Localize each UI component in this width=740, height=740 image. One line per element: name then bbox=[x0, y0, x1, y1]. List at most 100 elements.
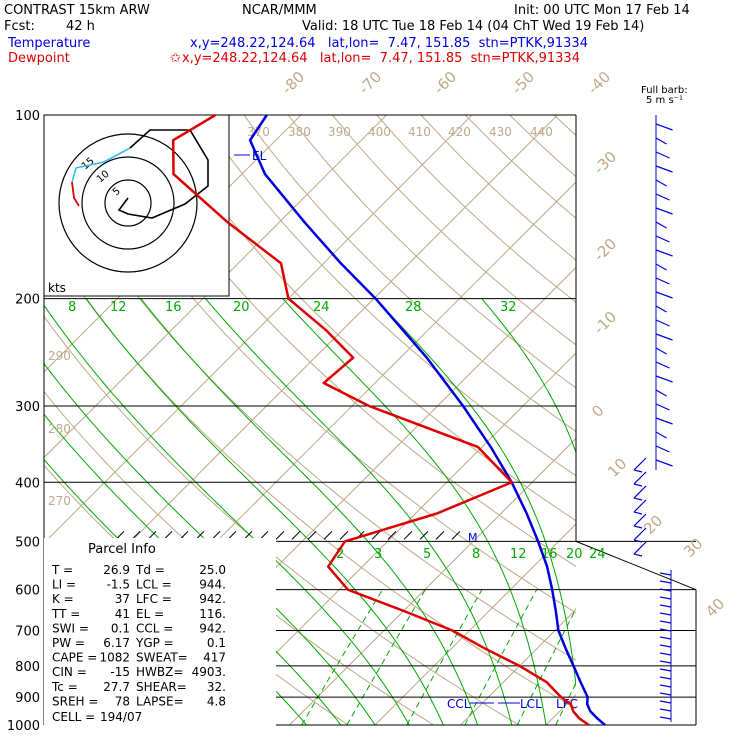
wind-barb bbox=[655, 417, 673, 425]
theta-label: 290 bbox=[48, 349, 71, 363]
source-label: NCAR/MMM bbox=[242, 3, 317, 18]
parcel-label: PW = bbox=[52, 636, 85, 650]
isotherm-line bbox=[44, 115, 387, 459]
wind-barb bbox=[633, 483, 643, 487]
wind-barb bbox=[655, 249, 673, 257]
temperature-profile bbox=[248, 114, 606, 726]
pressure-tick-label: 600 bbox=[15, 584, 40, 599]
wind-barb bbox=[659, 676, 672, 680]
wind-barb bbox=[633, 497, 643, 501]
isotherm-label: -60 bbox=[430, 68, 460, 98]
pressure-tick-label: 100 bbox=[15, 109, 40, 124]
dry-adiabat-line bbox=[44, 315, 521, 725]
parcel-label: LFC = bbox=[136, 592, 172, 606]
fcst-label: Fcst: bbox=[4, 19, 35, 34]
isotherm-label: -10 bbox=[590, 308, 620, 338]
wind-barb bbox=[655, 165, 673, 173]
wind-barb bbox=[659, 620, 672, 624]
lcl-annotation: LCL bbox=[520, 697, 542, 711]
parcel-value: 0.1 bbox=[207, 636, 226, 650]
mixing-ratio-label: 3 bbox=[374, 547, 382, 562]
isotherm-line bbox=[44, 115, 473, 544]
wind-barb bbox=[659, 580, 672, 584]
pressure-tick-label: 1000 bbox=[7, 719, 40, 734]
dry-adiabat-line bbox=[66, 115, 576, 614]
isotherm-label: -80 bbox=[278, 68, 308, 98]
barb-scale-units: 5 m s⁻¹ bbox=[646, 95, 683, 106]
parcel-value: 37 bbox=[115, 592, 130, 606]
parcel-value: 26.9 bbox=[103, 563, 130, 577]
parcel-label: T = bbox=[51, 563, 73, 577]
mixing-ratio-line bbox=[555, 681, 576, 725]
parcel-value: 0.1 bbox=[111, 621, 130, 635]
pressure-tick-label: 300 bbox=[15, 400, 40, 415]
dewpoint-marker: ✩ bbox=[170, 51, 181, 66]
wind-barb bbox=[655, 319, 670, 327]
mixing-ratio-label: 20 bbox=[566, 547, 583, 562]
parcel-value: 4903. bbox=[192, 665, 226, 679]
lfc-annotation: LFC bbox=[556, 697, 578, 711]
cell-value: 194/07 bbox=[100, 710, 142, 724]
wind-barb bbox=[655, 179, 667, 187]
temperature-legend: Temperature bbox=[8, 36, 91, 51]
wind-barb bbox=[655, 137, 667, 145]
dry-adiabat-line bbox=[199, 115, 576, 477]
parcel-panel bbox=[44, 538, 276, 728]
wind-barb bbox=[633, 553, 643, 557]
wind-barb bbox=[659, 700, 672, 704]
isotherm-label: -40 bbox=[584, 68, 614, 98]
parcel-label: TT = bbox=[51, 607, 80, 621]
parcel-label: K = bbox=[52, 592, 74, 606]
dry-adiabat-line bbox=[376, 115, 576, 303]
wind-barb bbox=[633, 485, 647, 499]
isotherm-label: -50 bbox=[508, 68, 538, 98]
hatch-mark bbox=[419, 531, 429, 540]
parcel-title: Parcel Info bbox=[88, 542, 156, 557]
mixing-ratio-label: 24 bbox=[313, 300, 330, 315]
frame-diagonal bbox=[575, 540, 697, 591]
cell-label: CELL = bbox=[52, 710, 95, 724]
parcel-value: 32. bbox=[207, 680, 226, 694]
hatch-mark bbox=[307, 531, 317, 540]
wind-barb bbox=[633, 513, 647, 527]
theta-label: 430 bbox=[489, 125, 512, 139]
pressure-tick-label: 700 bbox=[15, 625, 40, 640]
mixing-ratio-line bbox=[612, 590, 675, 725]
dewpoint-info: x,y=248.22,124.64 lat,lon= 7.47, 151.85 … bbox=[182, 51, 580, 66]
wind-barb bbox=[655, 375, 673, 383]
isotherm-line bbox=[203, 352, 576, 725]
wind-barb bbox=[633, 469, 643, 473]
theta-label: 270 bbox=[48, 494, 71, 508]
moist-adiabat-line bbox=[591, 299, 652, 725]
isotherm-line bbox=[717, 115, 740, 725]
parcel-label: Tc = bbox=[51, 680, 78, 694]
parcel-label: LCL = bbox=[136, 578, 172, 592]
wind-barb bbox=[655, 291, 673, 299]
parcel-label: EL = bbox=[136, 607, 164, 621]
hatch-mark bbox=[323, 531, 333, 540]
mixing-ratio-label: 8 bbox=[68, 300, 76, 315]
mixing-ratio-label: 12 bbox=[510, 547, 527, 562]
hatch-mark bbox=[403, 531, 413, 540]
parcel-value: 1082 bbox=[99, 651, 130, 665]
wind-barb bbox=[633, 471, 647, 485]
theta-label: 400 bbox=[368, 125, 391, 139]
mixing-ratio-line bbox=[586, 590, 651, 725]
wind-barb bbox=[659, 612, 672, 616]
moist-adiabat-line bbox=[282, 298, 547, 725]
hatch-mark bbox=[339, 531, 349, 540]
parcel-value: -15 bbox=[110, 665, 130, 679]
parcel-value: 116. bbox=[199, 607, 226, 621]
hodograph-ring bbox=[81, 156, 175, 250]
moist-adiabat-line bbox=[683, 299, 700, 725]
mixing-ratio-label: 12 bbox=[110, 300, 127, 315]
wind-barb bbox=[655, 361, 670, 369]
wind-barb bbox=[655, 389, 667, 397]
dry-adiabat-line bbox=[731, 115, 740, 738]
hodograph-trace-mid bbox=[71, 147, 131, 183]
parcel-label: CIN = bbox=[52, 665, 87, 679]
wind-barb bbox=[655, 221, 667, 229]
parcel-value: -1.5 bbox=[107, 578, 130, 592]
hodograph-ring bbox=[58, 133, 198, 273]
